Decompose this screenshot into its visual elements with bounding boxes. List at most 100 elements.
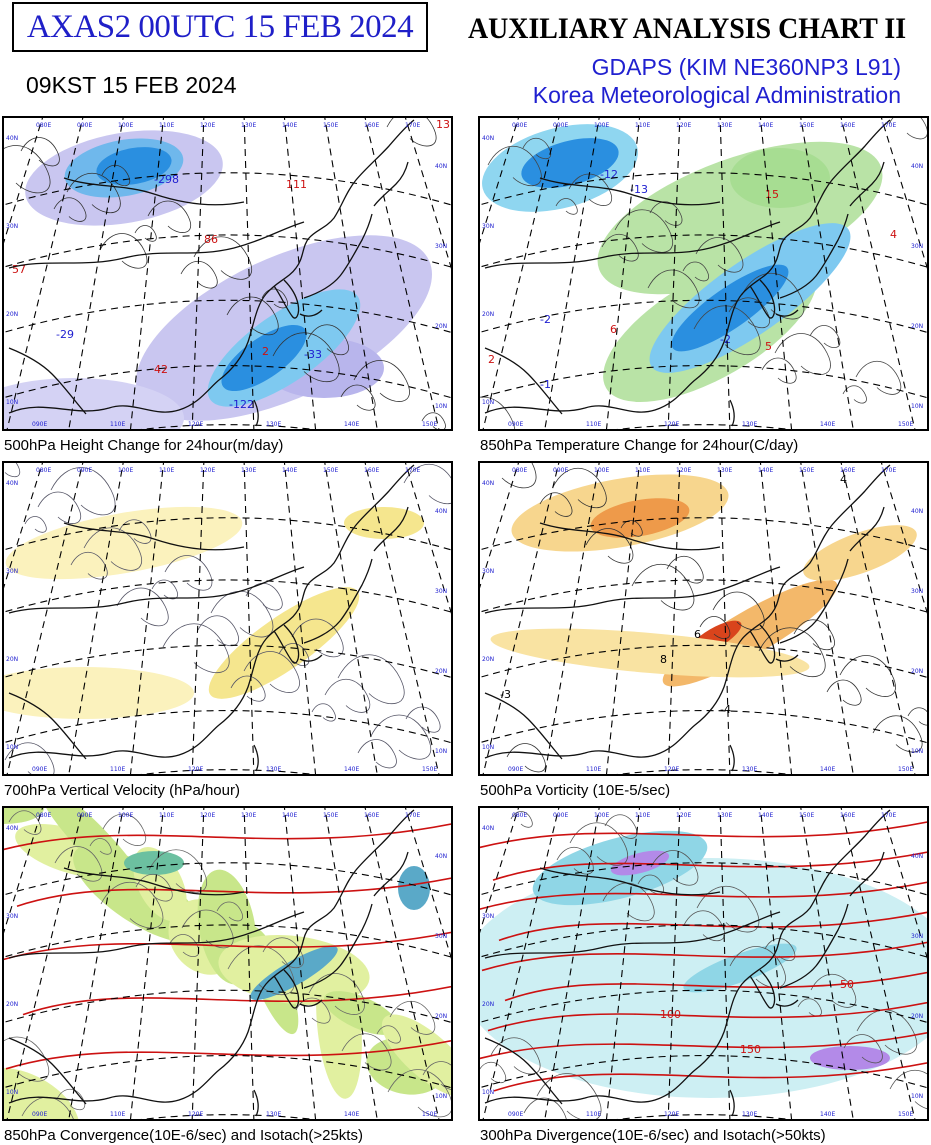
coastline bbox=[539, 522, 721, 551]
lon-tick-label: 160E bbox=[840, 812, 855, 819]
extremum-value-label: -4 bbox=[720, 703, 731, 716]
extremum-value-label: 13 bbox=[436, 118, 450, 131]
lon-tick-label: 130E bbox=[717, 122, 732, 129]
coastline bbox=[849, 161, 885, 207]
lon-tick-label: 160E bbox=[840, 122, 855, 129]
extremum-value-label: -2 bbox=[540, 313, 551, 326]
longitude-line bbox=[759, 808, 793, 1119]
latitude-line bbox=[480, 579, 927, 613]
longitude-line bbox=[129, 118, 165, 429]
contour-line bbox=[116, 587, 169, 627]
longitude-line bbox=[283, 808, 317, 1119]
extremum-value-label: -3 bbox=[500, 688, 511, 701]
contour-line bbox=[164, 555, 213, 591]
contour-line bbox=[118, 519, 152, 544]
lat-tick-label: 30N bbox=[482, 223, 494, 230]
coastline bbox=[8, 911, 305, 959]
latitude-line bbox=[480, 517, 927, 551]
longitude-line bbox=[4, 463, 44, 589]
longitude-line bbox=[243, 118, 255, 429]
contour-line bbox=[389, 1001, 436, 1035]
contour-line bbox=[523, 1097, 567, 1119]
coastline bbox=[775, 654, 799, 662]
longitude-line bbox=[605, 808, 641, 1119]
longitude-line bbox=[544, 463, 600, 774]
lon-tick-label: 120E bbox=[664, 421, 679, 428]
coastline bbox=[303, 903, 373, 989]
panel-700hpa-vertical-velocity: 080E 090E 100E 110E 120E 130E 140E 150E 160E 170E… bbox=[2, 461, 453, 776]
extremum-value-label: -13 bbox=[630, 183, 648, 196]
contour-line bbox=[376, 1025, 401, 1044]
coastline bbox=[253, 744, 259, 772]
longitude-line bbox=[480, 463, 520, 589]
contour-line bbox=[764, 938, 796, 961]
latitude-line bbox=[480, 299, 927, 333]
extremum-value-label: 50 bbox=[840, 978, 854, 991]
longitude-line bbox=[68, 463, 124, 774]
lat-tick-label: 30N bbox=[435, 588, 447, 595]
extremum-value-label: -122 bbox=[229, 398, 254, 411]
latitude-line bbox=[480, 365, 927, 399]
lon-tick-label: 100E bbox=[594, 122, 609, 129]
contour-line bbox=[278, 643, 310, 666]
longitude-line bbox=[68, 808, 124, 1119]
contour-line bbox=[50, 467, 116, 516]
coastline bbox=[63, 177, 245, 206]
panel-300hpa-divergence-isotach: 150 100 50 080E 090E 100E 110E 120E 130E 140E 150E… bbox=[478, 806, 929, 1121]
lon-tick-label: 090E bbox=[553, 122, 568, 129]
contour-line bbox=[216, 901, 243, 922]
map-canvas: -4 -3 4 8 6 080E 090E 100E 110E 120E 130E 140E 150E 1… bbox=[480, 463, 927, 774]
caption-500hpa-height-change: 500hPa Height Change for 24hour(m/day) bbox=[4, 437, 284, 454]
caption-700hpa-vertical-velocity: 700hPa Vertical Velocity (hPa/hour) bbox=[4, 782, 240, 799]
longitude-line bbox=[759, 463, 793, 774]
longitude-line bbox=[6, 463, 84, 774]
extremum-value-label: -33 bbox=[304, 348, 322, 361]
coastline bbox=[253, 1089, 259, 1117]
coastline bbox=[775, 309, 799, 317]
model-name: GDAPS (KIM NE360NP3 L91) bbox=[591, 54, 901, 80]
lon-tick-label: 150E bbox=[898, 766, 913, 773]
extremum-value-label: 2 bbox=[262, 345, 269, 358]
longitude-line bbox=[719, 463, 731, 774]
coastline bbox=[63, 867, 245, 896]
lon-tick-label: 090E bbox=[77, 122, 92, 129]
lat-tick-label: 20N bbox=[482, 1001, 494, 1008]
coastline bbox=[779, 213, 849, 299]
longitude-line bbox=[129, 808, 165, 1119]
lat-tick-label: 20N bbox=[6, 1001, 18, 1008]
contour-line bbox=[555, 198, 578, 215]
isotach-line bbox=[504, 971, 927, 1002]
isotach-line bbox=[4, 931, 451, 961]
extremum-value-label: -298 bbox=[154, 173, 179, 186]
contour-line bbox=[809, 325, 841, 348]
lon-tick-label: 090E bbox=[77, 467, 92, 474]
lon-tick-label: 170E bbox=[405, 812, 420, 819]
lon-tick-label: 090E bbox=[32, 421, 47, 428]
coastline bbox=[63, 522, 245, 551]
lon-tick-label: 140E bbox=[820, 1111, 835, 1118]
latitude-line bbox=[4, 710, 451, 744]
lon-tick-label: 150E bbox=[898, 1111, 913, 1118]
lon-tick-label: 130E bbox=[266, 1111, 281, 1118]
contour-line bbox=[135, 873, 173, 902]
lon-tick-label: 170E bbox=[405, 122, 420, 129]
coastline bbox=[484, 347, 563, 415]
contour-line bbox=[855, 361, 902, 395]
contour-line bbox=[340, 384, 376, 411]
contour-line bbox=[180, 260, 218, 289]
lon-tick-label: 120E bbox=[200, 122, 215, 129]
longitude-line bbox=[800, 808, 854, 1119]
extremum-value-label: 86 bbox=[204, 233, 218, 246]
lon-tick-label: 150E bbox=[323, 467, 338, 474]
lat-tick-label: 10N bbox=[482, 744, 494, 751]
shading-layer bbox=[4, 130, 432, 429]
coastline bbox=[775, 999, 799, 1007]
lat-tick-label: 40N bbox=[435, 508, 447, 515]
coastline bbox=[373, 851, 409, 897]
contour-line bbox=[8, 810, 42, 835]
contour-line bbox=[631, 563, 695, 611]
lat-tick-label: 10N bbox=[6, 1089, 18, 1096]
shaded-area bbox=[590, 498, 690, 538]
